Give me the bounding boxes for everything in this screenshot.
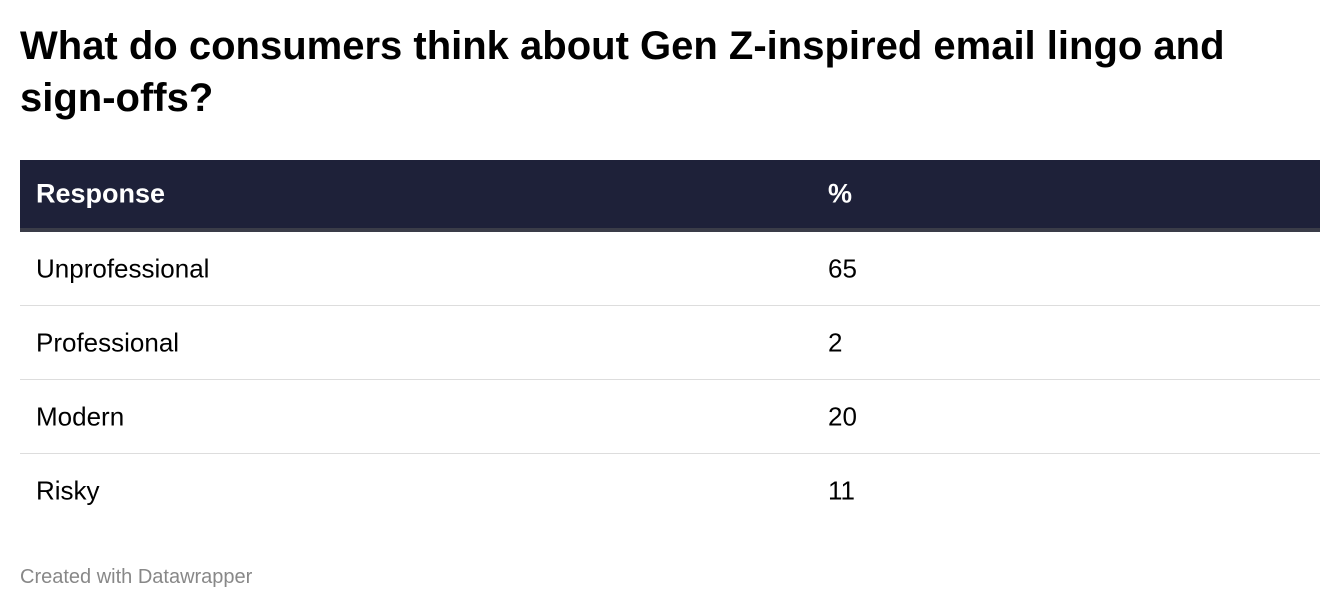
- table-cell: Professional: [36, 327, 180, 357]
- table-row: Professional 2: [20, 306, 1320, 380]
- credit: Created with Datawrapper: [20, 566, 253, 588]
- table-cell: 11: [828, 475, 855, 505]
- table-cell: Unprofessional: [36, 253, 210, 283]
- table-cell: 2: [828, 327, 843, 357]
- table: Response % Unprofessional 65 Professional 2…: [20, 160, 1320, 527]
- table-row: Risky 11: [20, 454, 1320, 527]
- table-cell: 65: [828, 253, 857, 283]
- column-header: Response: [36, 178, 166, 209]
- table-cell: Modern: [36, 401, 125, 431]
- title: What do consumers think about Gen Z-insp…: [20, 24, 1225, 120]
- table-cell: Risky: [36, 475, 100, 505]
- table-cell: 20: [828, 401, 857, 431]
- table-row: Unprofessional 65: [20, 232, 1320, 306]
- table-header: Response %: [20, 160, 1320, 232]
- table-row: Modern 20: [20, 380, 1320, 454]
- column-header: %: [828, 178, 853, 209]
